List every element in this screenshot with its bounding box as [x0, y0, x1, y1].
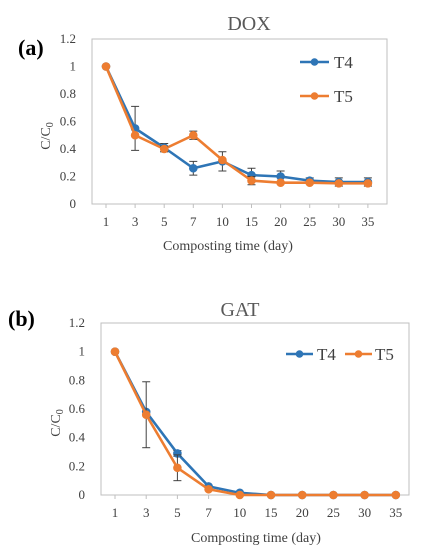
chart-a-ytick-label: 0.8 — [60, 86, 76, 101]
chart-b-xtick-label: 15 — [265, 505, 278, 520]
chart-a-xtick-label: 20 — [274, 214, 287, 229]
chart-a-ytick-label: 1 — [70, 59, 77, 74]
chart-b-series-t5-point — [204, 484, 213, 494]
chart-b-xtick-label: 25 — [327, 505, 340, 520]
panel-b-label: (b) — [8, 306, 35, 331]
chart-b-xlabel: Composting time (day) — [191, 531, 321, 546]
chart-a-series-t5-point — [363, 179, 373, 188]
chart-b-legend-label-t4: T4 — [317, 345, 336, 364]
chart-a-ytick-label: 0.2 — [60, 169, 76, 184]
chart-a-series-t5-point — [247, 176, 256, 185]
chart-a-series-t5-line — [104, 65, 368, 185]
chart-b-xtick-label: 3 — [143, 505, 150, 520]
chart-b-series-t5-point — [329, 490, 338, 500]
chart-a-series-t5-point — [130, 130, 140, 140]
chart-a-series-t5-point — [159, 144, 169, 154]
chart-a-xlabel: Composting time (day) — [163, 239, 293, 254]
chart-a-series-t5-point — [218, 155, 227, 165]
chart-a-xtick-label: 7 — [190, 214, 197, 229]
chart-a-xtick-label: 30 — [332, 214, 345, 229]
chart-b-series-t5-point — [141, 410, 151, 420]
chart-a-series-t5-point — [334, 179, 344, 188]
chart-b-series-t5-point — [110, 347, 120, 356]
chart-a-xtick-label: 25 — [303, 214, 316, 229]
panel-a-label: (a) — [18, 35, 44, 60]
chart-b-ytick-label: 0.6 — [69, 401, 86, 416]
chart-a-series-t5-point — [276, 178, 285, 187]
chart-a-legend-marker-t4 — [310, 58, 319, 66]
chart-b-xtick-label: 7 — [205, 505, 212, 520]
chart-b-series-t5-point — [173, 463, 182, 473]
chart-b-xtick-label: 1 — [112, 505, 119, 520]
chart-b-xtick-label: 35 — [389, 505, 402, 520]
chart-b-ytick-label: 1 — [79, 344, 86, 359]
chart-a-ytick-label: 1.2 — [60, 31, 76, 46]
chart-b-series-t5-point — [360, 490, 369, 500]
chart-a-ytick-label: 0.6 — [60, 114, 77, 129]
chart-a-xtick-label: 5 — [161, 214, 168, 229]
chart-b-legend-label-t5: T5 — [375, 345, 394, 364]
chart-a-series-t4-point — [189, 163, 198, 173]
chart-a-legend-marker-t5 — [310, 92, 319, 100]
chart-a-ytick-label: 0 — [70, 196, 77, 211]
chart-a-xtick-label: 35 — [361, 214, 374, 229]
chart-b-ytick-label: 0.2 — [69, 458, 85, 473]
chart-a-xtick-label: 3 — [132, 214, 139, 229]
chart-b-series-t5-point — [391, 490, 401, 500]
chart-a-title: DOX — [227, 13, 271, 35]
chart-b-title: GAT — [221, 299, 260, 321]
chart-a-xtick-label: 10 — [216, 214, 229, 229]
chart-b-series-t5-point — [266, 490, 276, 500]
chart-b-xtick-label: 10 — [233, 505, 246, 520]
chart-b-ytick-label: 0.4 — [69, 430, 86, 445]
chart-a-legend-label-t4: T4 — [334, 53, 353, 72]
chart-b-legend-marker-t4 — [295, 350, 304, 358]
chart-b-xtick-label: 30 — [358, 505, 371, 520]
chart-b-series-t5-point — [235, 490, 245, 500]
chart-a-series-t4-line — [104, 65, 368, 184]
chart-b-series-t4-line — [113, 351, 396, 497]
chart-b-xtick-label: 20 — [296, 505, 309, 520]
chart-a-frame — [91, 38, 388, 205]
chart-b-ytick-label: 0 — [79, 487, 86, 502]
chart-b-series-t5-point — [297, 490, 307, 500]
chart-a-series-t5-point — [189, 130, 198, 140]
chart-a-series-t5-point — [305, 178, 315, 187]
chart-a-ylabel: C/C0 — [39, 122, 56, 150]
chart-b-xtick-label: 5 — [174, 505, 181, 520]
chart-a-xtick-label: 1 — [103, 214, 110, 229]
chart-b-ytick-label: 0.8 — [69, 372, 85, 387]
chart-a-xtick-label: 15 — [245, 214, 258, 229]
chart-a-legend-label-t5: T5 — [334, 87, 353, 106]
chart-a-series-t5-point — [101, 62, 111, 71]
chart-b-ylabel: C/C0 — [49, 409, 66, 437]
chart-b-legend-marker-t5 — [354, 350, 363, 358]
chart-a-ytick-label: 0.4 — [60, 141, 77, 156]
chart-b-series-t5-line — [113, 351, 396, 497]
chart-b-ytick-label: 1.2 — [69, 315, 85, 330]
